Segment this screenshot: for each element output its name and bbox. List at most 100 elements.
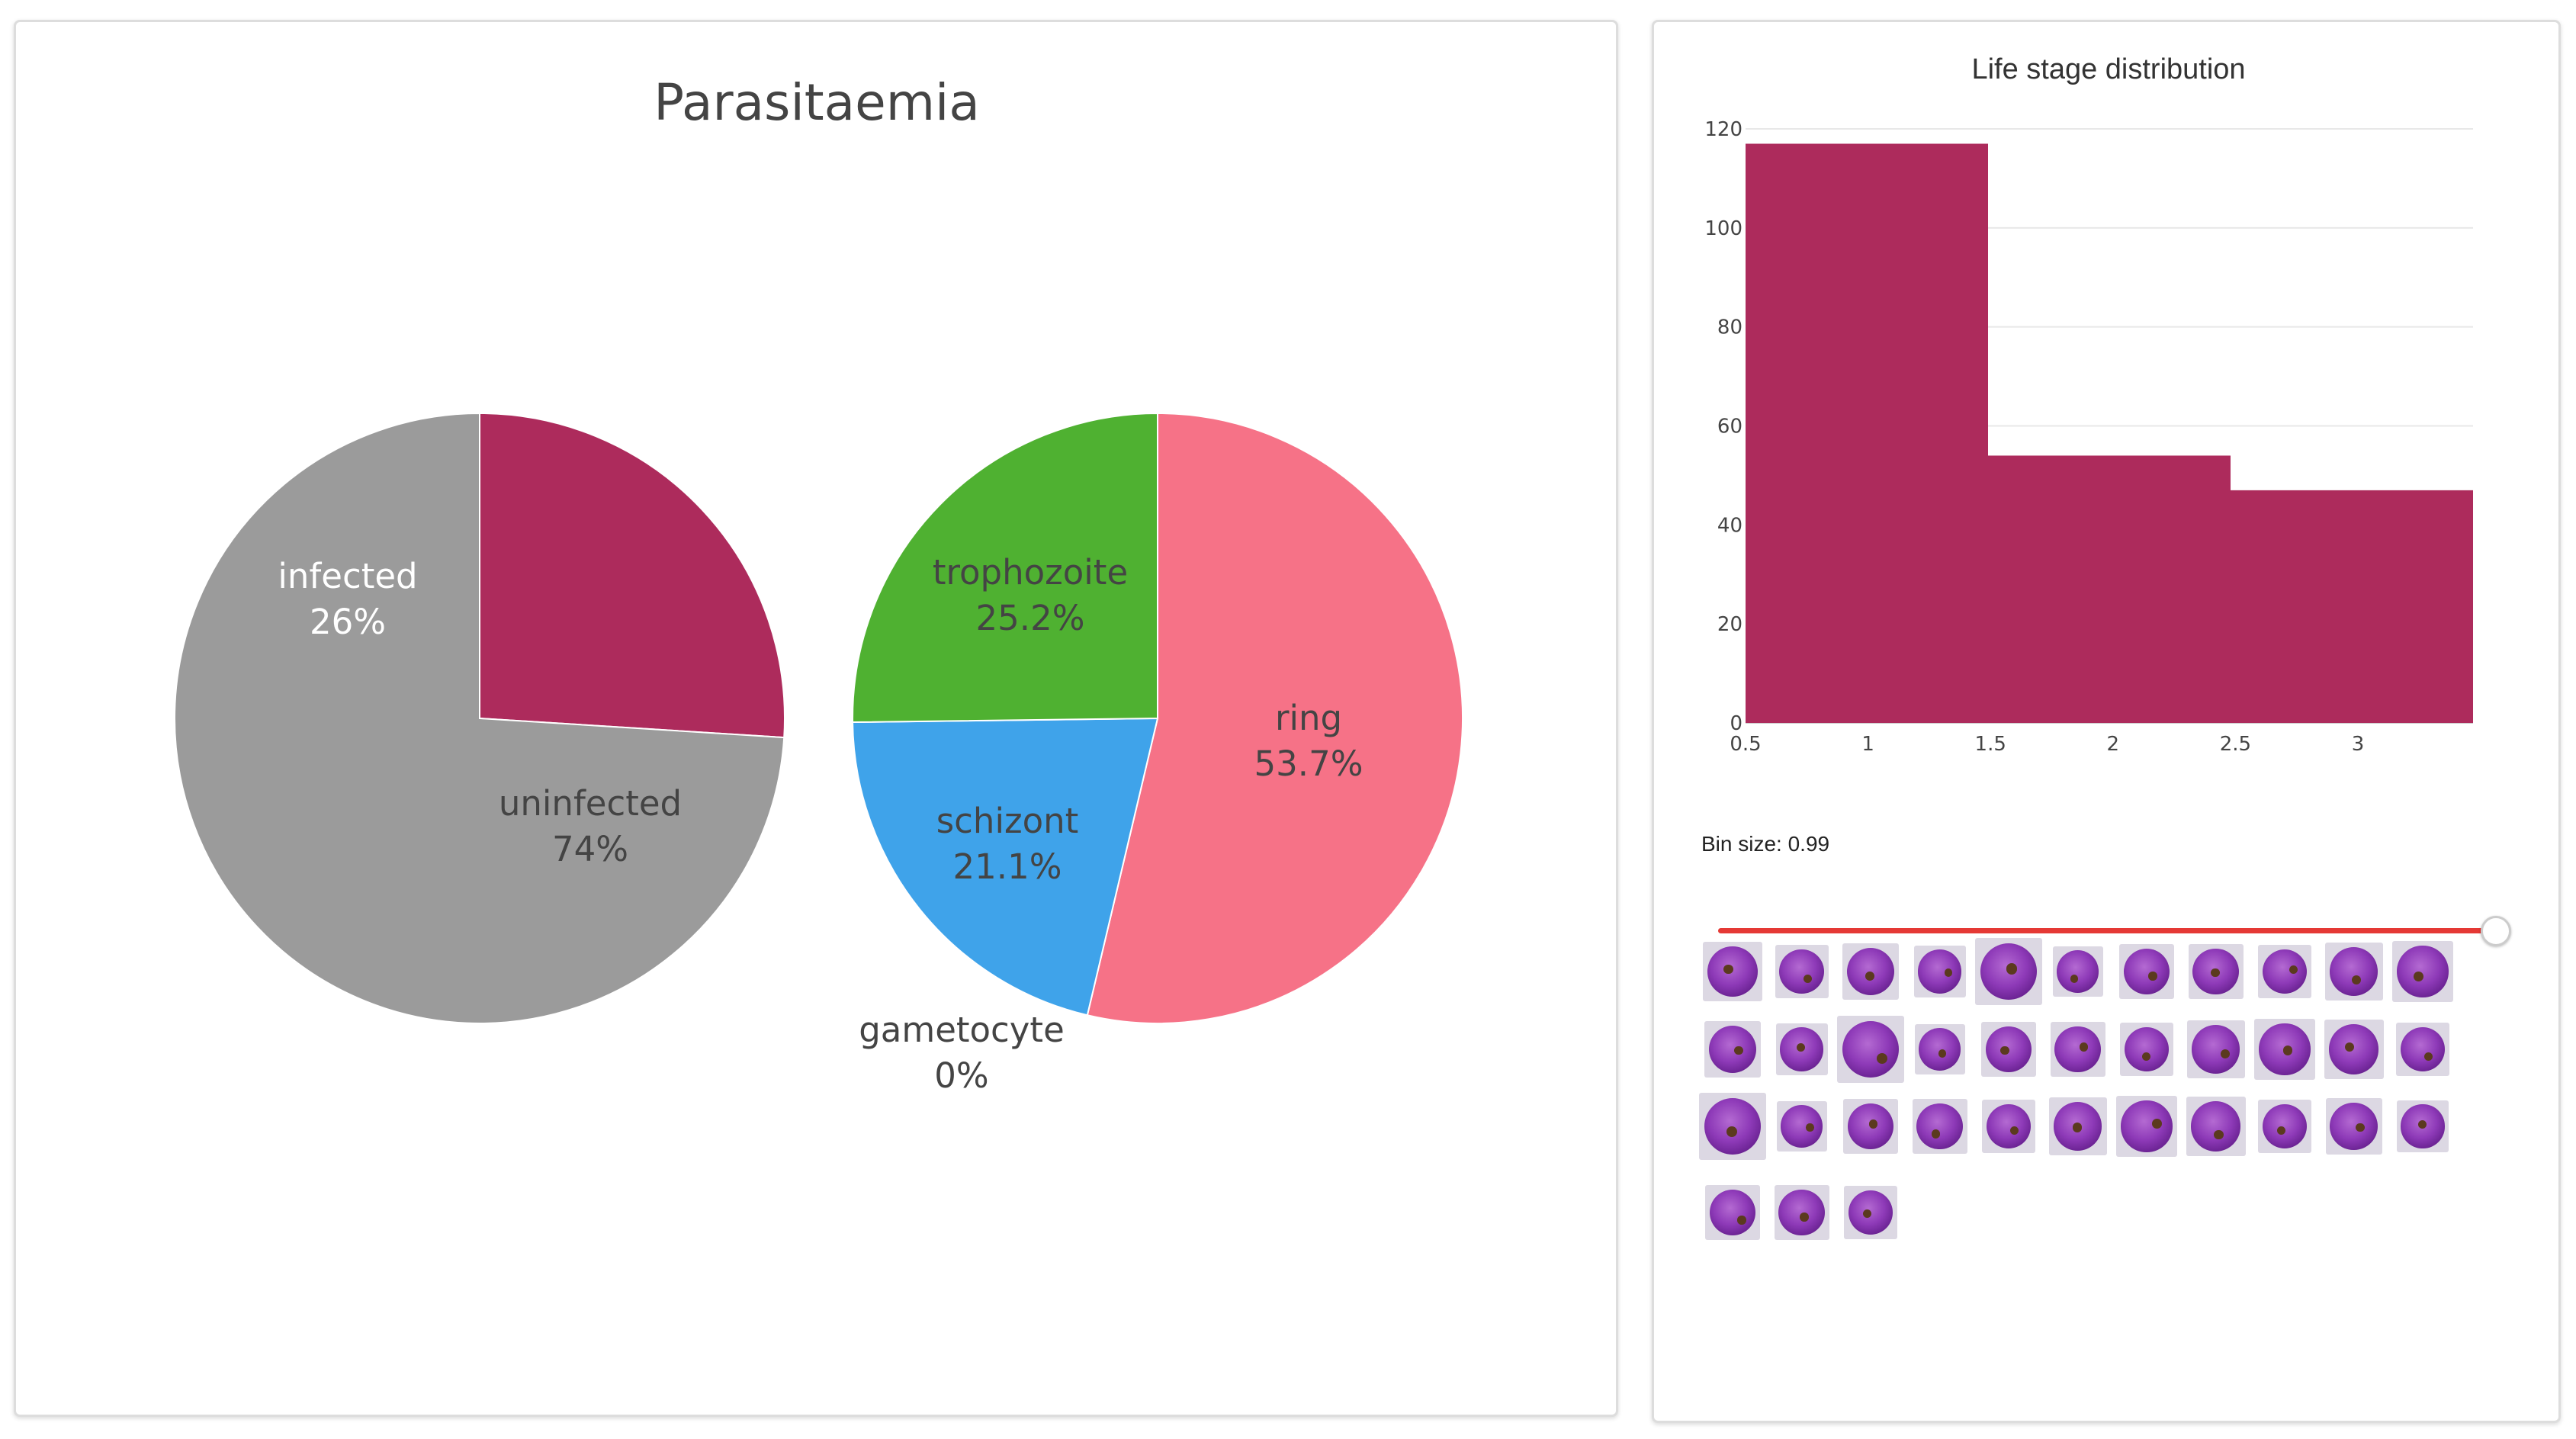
cell-thumbnail[interactable] bbox=[1704, 1021, 1761, 1078]
cell-image bbox=[1842, 1021, 1899, 1078]
x-tick-label: 1.5 bbox=[1975, 733, 2006, 756]
y-tick-label: 100 bbox=[1704, 217, 1742, 240]
cell-image bbox=[2262, 1103, 2308, 1149]
cell-thumbnail[interactable] bbox=[2186, 1097, 2246, 1156]
cell-thumbnail[interactable] bbox=[2396, 1023, 2449, 1076]
cell-image bbox=[2330, 1102, 2378, 1151]
cell-thumbnail[interactable] bbox=[2254, 1019, 2315, 1080]
pigment-dot bbox=[1803, 975, 1812, 984]
cell-image bbox=[1708, 1025, 1757, 1074]
cell-image bbox=[2123, 948, 2170, 995]
cell-thumbnail[interactable] bbox=[1842, 943, 1899, 1000]
cell-thumbnail[interactable] bbox=[2397, 1100, 2449, 1152]
cell-thumbnail[interactable] bbox=[1776, 1101, 1827, 1152]
pigment-dot bbox=[2211, 968, 2220, 978]
x-axis: 0.5 1 1.5 2 2.5 3 bbox=[1730, 733, 2364, 756]
cell-thumbnail[interactable] bbox=[1981, 1022, 2036, 1077]
pigment-dot bbox=[1938, 1049, 1947, 1058]
cell-image bbox=[2056, 950, 2099, 993]
pigment-dot bbox=[1800, 1213, 1809, 1222]
cell-thumbnail[interactable] bbox=[1837, 1016, 1904, 1083]
y-tick-label: 120 bbox=[1704, 118, 1742, 141]
infection-pie[interactable]: infected 26% uninfected 74% bbox=[174, 412, 785, 1024]
cell-thumbnail[interactable] bbox=[2186, 1020, 2245, 1078]
cell-thumbnail[interactable] bbox=[1705, 1185, 1760, 1240]
slice-label-infected: infected bbox=[278, 556, 417, 596]
x-tick-label: 2 bbox=[2107, 733, 2120, 756]
cell-thumbnail[interactable] bbox=[2120, 1023, 2173, 1076]
pie-slice-schizont[interactable] bbox=[852, 717, 1159, 1017]
slider-handle[interactable] bbox=[2480, 916, 2511, 946]
slider-track[interactable] bbox=[1718, 928, 2496, 933]
cell-image bbox=[2124, 1026, 2170, 1072]
y-tick-label: 20 bbox=[1717, 613, 1742, 636]
x-tick-label: 0.5 bbox=[1730, 733, 1761, 756]
cell-thumbnail[interactable] bbox=[2048, 1097, 2107, 1155]
cell-image bbox=[1709, 1189, 1756, 1236]
cell-image bbox=[1916, 1103, 1963, 1150]
cell-thumbnail[interactable] bbox=[1914, 1024, 1965, 1074]
cell-thumbnail[interactable] bbox=[2052, 946, 2103, 997]
cell-thumbnail[interactable] bbox=[1775, 1023, 1828, 1075]
cell-thumbnail[interactable] bbox=[2324, 1020, 2384, 1079]
cell-image bbox=[2121, 1100, 2173, 1152]
histogram-bar[interactable] bbox=[1988, 455, 2231, 723]
pie-slice-ring[interactable] bbox=[1086, 412, 1463, 1024]
cell-thumbnail[interactable] bbox=[1843, 1099, 1898, 1154]
pigment-dot bbox=[1876, 1053, 1887, 1065]
cell-thumbnail[interactable] bbox=[1775, 945, 1829, 998]
pigment-dot bbox=[1806, 1123, 1814, 1132]
cell-thumbnail[interactable] bbox=[1912, 1099, 1967, 1154]
bin-size-slider[interactable]: Bin size: 0.99 bbox=[1701, 832, 2533, 946]
cell-thumbnail[interactable] bbox=[1703, 942, 1762, 1001]
histogram-bar[interactable] bbox=[1746, 143, 1988, 724]
cell-thumbnail[interactable] bbox=[1699, 1093, 1766, 1160]
slice-value-infected: 26% bbox=[310, 602, 386, 642]
cell-thumbnail[interactable] bbox=[1982, 1100, 2035, 1153]
pigment-dot bbox=[1868, 1119, 1878, 1129]
pigment-dot bbox=[1865, 972, 1875, 981]
pigment-dot bbox=[1723, 964, 1733, 975]
bin-size-label: Bin size: 0.99 bbox=[1701, 832, 1830, 856]
histogram-bars[interactable] bbox=[1746, 143, 2473, 724]
pie-slice-uninfected[interactable] bbox=[174, 412, 785, 1024]
pigment-dot bbox=[2276, 1126, 2285, 1135]
pie-slice-infected[interactable] bbox=[479, 412, 785, 739]
cell-thumbnail[interactable] bbox=[1844, 1186, 1897, 1239]
cell-image bbox=[1918, 1028, 1961, 1071]
cell-thumbnail[interactable] bbox=[2116, 1096, 2177, 1157]
pigment-dot bbox=[2010, 1126, 2019, 1135]
histogram-bar[interactable] bbox=[2231, 490, 2473, 723]
cell-image bbox=[2191, 1025, 2240, 1074]
cell-thumbnail[interactable] bbox=[2258, 945, 2311, 998]
life-stage-pie[interactable]: ring 53.7% gametocyte 0% schizont 21.1% tropho… bbox=[852, 412, 1463, 1096]
cell-image bbox=[1704, 1098, 1761, 1155]
cell-thumbnail[interactable] bbox=[1774, 1185, 1829, 1240]
cell-image bbox=[2397, 946, 2449, 997]
x-tick-label: 3 bbox=[2352, 733, 2365, 756]
pigment-dot bbox=[1726, 1126, 1738, 1138]
cell-thumbnail[interactable] bbox=[2258, 1100, 2311, 1153]
cell-thumbnail[interactable] bbox=[1975, 938, 2042, 1005]
pigment-dot bbox=[1737, 1216, 1746, 1225]
pigment-dot bbox=[1862, 1209, 1871, 1218]
pie-slice-trophozoite[interactable] bbox=[852, 412, 1158, 724]
pigment-dot bbox=[1931, 1129, 1941, 1139]
cell-image bbox=[1917, 949, 1962, 994]
cell-thumbnail[interactable] bbox=[2325, 1098, 2382, 1155]
y-tick-label: 0 bbox=[1730, 712, 1742, 735]
cell-image bbox=[2328, 1024, 2379, 1074]
cell-thumbnail[interactable] bbox=[2119, 944, 2174, 999]
slice-value-gametocyte: 0% bbox=[934, 1055, 988, 1096]
pigment-dot bbox=[2221, 1049, 2231, 1059]
cell-thumbnail[interactable] bbox=[2050, 1022, 2105, 1077]
cell-thumbnail[interactable] bbox=[2392, 941, 2453, 1002]
slice-value-schizont: 21.1% bbox=[953, 846, 1062, 887]
cell-image bbox=[2329, 947, 2378, 996]
pigment-dot bbox=[2152, 1119, 2162, 1129]
cell-image bbox=[1986, 1103, 2032, 1149]
cell-thumbnail[interactable] bbox=[2188, 944, 2244, 999]
pigment-dot bbox=[1734, 1046, 1744, 1055]
cell-thumbnail[interactable] bbox=[2324, 943, 2383, 1001]
cell-thumbnail[interactable] bbox=[1913, 946, 1966, 997]
